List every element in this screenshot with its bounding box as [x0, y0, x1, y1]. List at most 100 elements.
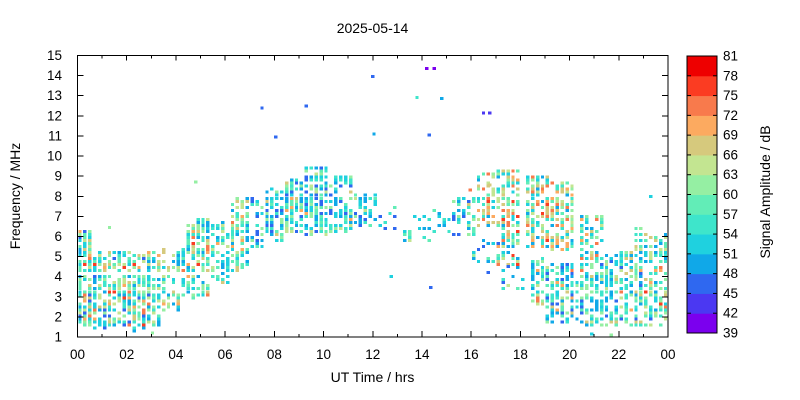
data-point [132, 326, 136, 330]
data-point [599, 317, 604, 321]
data-point [314, 214, 318, 218]
data-point [240, 199, 244, 203]
data-point [501, 226, 505, 230]
data-point [624, 278, 628, 282]
data-point [176, 263, 181, 267]
data-point [590, 323, 594, 327]
data-point [590, 320, 594, 324]
data-point [590, 236, 594, 239]
data-point [550, 314, 555, 318]
data-point [127, 275, 131, 279]
data-point [240, 239, 244, 242]
data-point [590, 263, 594, 267]
data-point [594, 305, 599, 309]
data-point [245, 263, 249, 267]
data-point [531, 229, 535, 233]
data-point [639, 275, 643, 279]
data-point [344, 211, 348, 215]
data-point [531, 242, 535, 245]
data-point [157, 254, 161, 258]
data-point [107, 284, 112, 288]
data-point [304, 199, 308, 203]
data-point [117, 263, 121, 267]
data-point [658, 242, 663, 245]
data-point [491, 175, 495, 179]
data-point [191, 229, 195, 233]
data-point [235, 263, 240, 267]
data-point [570, 275, 574, 279]
data-point [161, 281, 166, 285]
data-point [619, 254, 623, 258]
data-point [147, 308, 151, 312]
data-point [225, 281, 230, 285]
data-point [649, 293, 653, 297]
data-point [107, 287, 112, 291]
data-point [171, 293, 176, 297]
data-point [107, 251, 112, 255]
data-point [619, 290, 623, 294]
data-point [127, 305, 131, 309]
data-point [334, 229, 338, 233]
data-point [580, 308, 584, 312]
data-point [501, 220, 505, 224]
data-point [452, 211, 456, 215]
data-point [117, 287, 121, 291]
data-point [531, 184, 535, 188]
data-point [594, 320, 599, 324]
data-point [137, 290, 141, 294]
data-point [481, 214, 486, 218]
data-point [201, 220, 205, 224]
data-point [457, 220, 461, 224]
data-point [363, 208, 368, 212]
data-point [102, 266, 107, 270]
data-point [540, 299, 545, 303]
data-point [467, 233, 471, 236]
data-point [93, 257, 97, 261]
data-point [78, 281, 82, 285]
data-point [186, 281, 190, 285]
data-point [117, 257, 121, 261]
data-point [339, 226, 343, 230]
data-point [250, 199, 254, 203]
data-point [599, 290, 604, 294]
data-point [506, 211, 510, 215]
data-point [535, 281, 540, 285]
data-point [609, 333, 614, 337]
data-point [142, 275, 146, 279]
data-point [599, 223, 604, 227]
data-point [83, 236, 87, 239]
data-point [142, 260, 146, 264]
data-point [644, 314, 648, 318]
data-point [191, 248, 195, 251]
data-point [97, 263, 102, 267]
data-point [531, 175, 535, 179]
data-point [570, 199, 574, 203]
data-point [590, 266, 594, 270]
data-point [289, 208, 294, 212]
data-point [240, 229, 244, 233]
data-point [240, 220, 244, 224]
data-point [555, 311, 559, 315]
data-point [599, 263, 604, 267]
data-point [585, 233, 589, 236]
data-point [230, 245, 235, 248]
data-point [368, 208, 372, 212]
data-point [157, 263, 161, 267]
data-point [319, 184, 323, 188]
data-point [570, 242, 574, 245]
data-point [157, 299, 161, 303]
data-point [491, 193, 495, 197]
data-point [211, 269, 215, 273]
colorbar-segment [687, 75, 717, 97]
data-point [324, 166, 328, 170]
data-point [496, 245, 500, 248]
data-point [353, 220, 358, 224]
data-point [467, 211, 471, 215]
data-point [639, 284, 643, 288]
data-point [83, 263, 87, 267]
data-point [265, 208, 269, 212]
data-point [88, 305, 92, 309]
data-point [344, 202, 348, 206]
data-point [570, 281, 574, 285]
data-point [294, 223, 299, 227]
